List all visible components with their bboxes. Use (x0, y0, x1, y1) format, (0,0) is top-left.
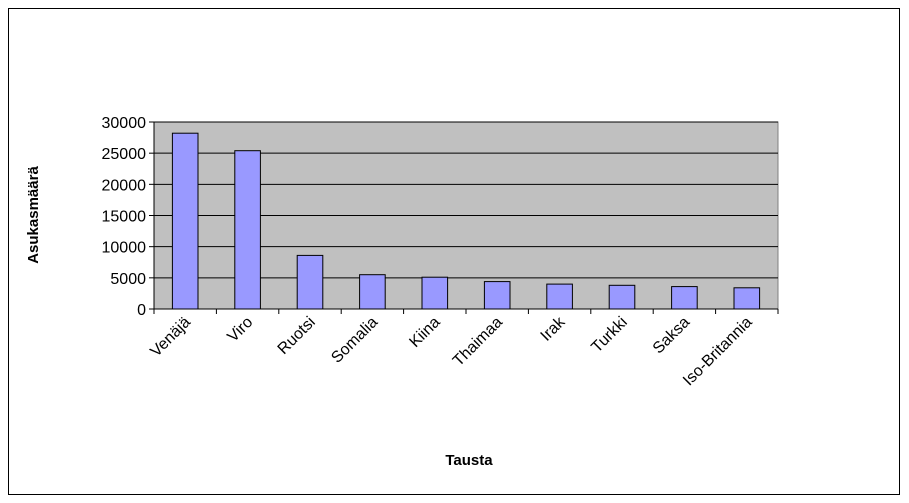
bar-saksa (671, 286, 698, 310)
x-axis-title: Tausta (445, 452, 493, 469)
x-tick-label: Kiina (406, 314, 443, 351)
y-tick-label: 10000 (102, 240, 147, 257)
bar-ruotsi (296, 254, 324, 310)
y-tick-label: 5000 (110, 271, 146, 288)
y-tick-label: 15000 (102, 209, 147, 226)
bars (171, 132, 761, 310)
bar-thaimaa (483, 281, 511, 310)
bar-venäjä (171, 132, 199, 310)
x-tick-label: Ruotsi (275, 314, 319, 358)
x-tick-label: Viro (224, 314, 256, 346)
y-tick-label: 0 (137, 302, 146, 319)
x-tick-label: Somalia (328, 314, 381, 367)
y-tick-label: 30000 (102, 115, 147, 132)
y-axis-title: Asukasmäärä (25, 166, 42, 264)
x-tick-label: Irak (538, 313, 570, 345)
x-tick-label: Saksa (650, 314, 694, 358)
x-tick-label: Thaimaa (450, 314, 506, 370)
bar-somalia (359, 274, 386, 310)
y-axis-ticks: 0 5000 10000 15000 20000 25000 30000 (102, 115, 154, 319)
y-tick-label: 20000 (102, 177, 147, 194)
bar-kiina (421, 276, 449, 310)
bar-turkki (608, 284, 636, 310)
bar-irak (546, 283, 573, 310)
x-tick-label: Turkki (588, 314, 630, 356)
x-tick-label: Venäjä (147, 314, 194, 361)
x-axis-ticks: Venäjä Viro Ruotsi Somalia Kiina Thaimaa Irak T… (147, 309, 779, 389)
bar-iso-britannia (733, 287, 761, 310)
bar-viro (234, 150, 261, 310)
y-tick-label: 25000 (102, 146, 147, 163)
